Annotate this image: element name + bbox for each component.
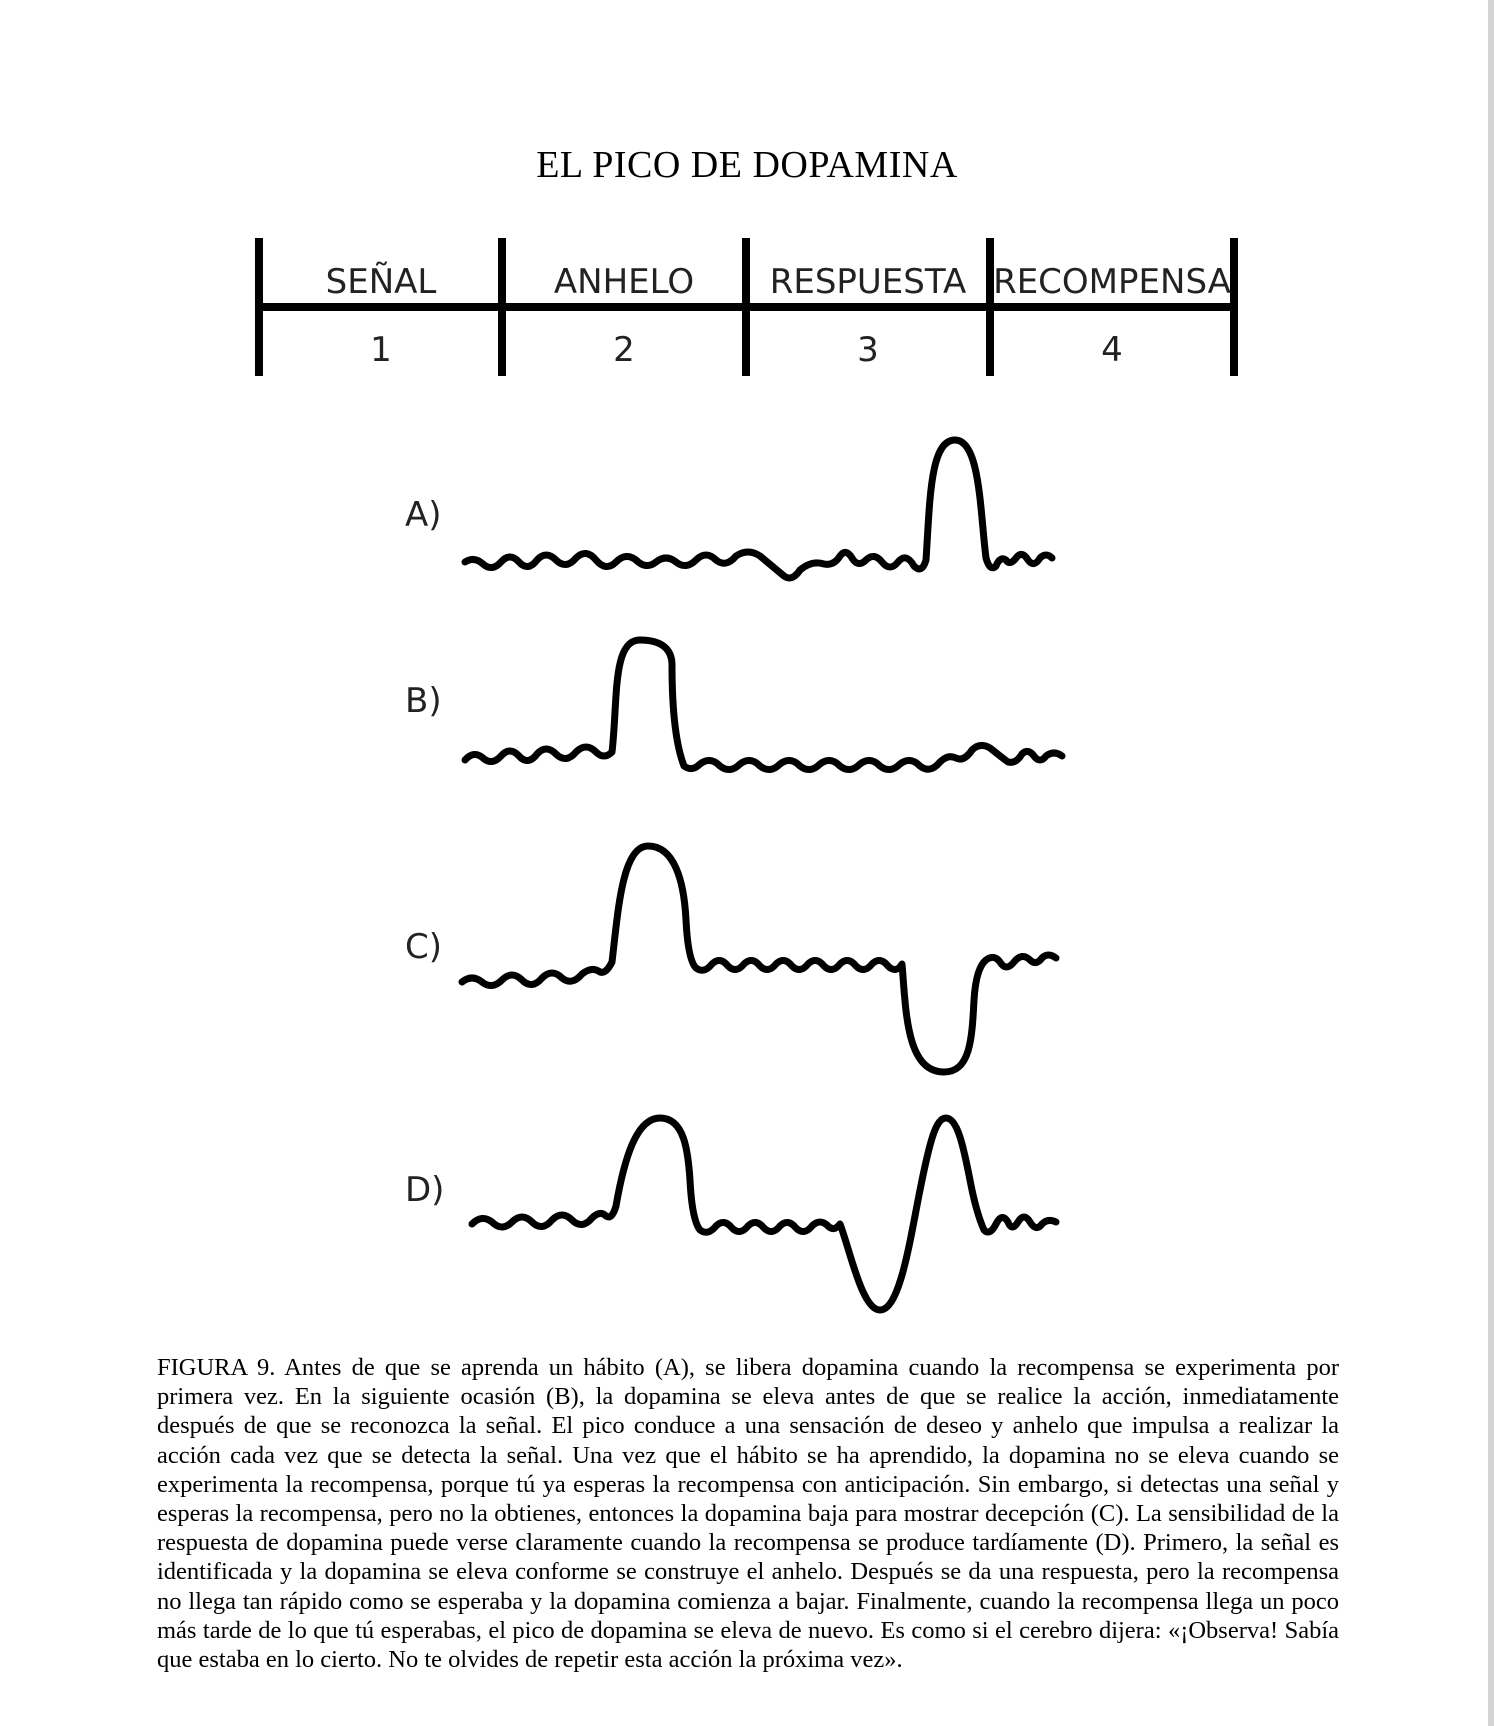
trace-d-waveform: [468, 1114, 1060, 1314]
stage-number-4: 4: [1101, 330, 1123, 370]
trace-a-waveform: [461, 436, 1056, 582]
trace-label-b: B): [405, 681, 442, 721]
trace-b-waveform: [461, 636, 1066, 773]
stage-name-respuesta: RESPUESTA: [770, 262, 967, 302]
stage-name-recompensa: RECOMPENSA: [993, 262, 1231, 302]
trace-c-waveform: [458, 842, 1060, 1076]
page-edge: [1488, 0, 1494, 1726]
stage-number-1: 1: [370, 330, 392, 370]
stage-timeline: [255, 238, 1238, 376]
stage-labels: SEÑAL ANHELO RESPUESTA RECOMPENSA 1 2 3 …: [326, 262, 1231, 370]
figure-title: EL PICO DE DOPAMINA: [536, 144, 958, 186]
stage-name-senal: SEÑAL: [326, 262, 437, 302]
trace-label-c: C): [405, 927, 442, 967]
figure-caption: FIGURA 9. Antes de que se aprenda un háb…: [157, 1354, 1339, 1674]
stage-number-2: 2: [613, 330, 635, 370]
stage-name-anhelo: ANHELO: [554, 262, 694, 302]
trace-label-a: A): [405, 495, 442, 535]
stage-number-3: 3: [857, 330, 879, 370]
trace-label-d: D): [405, 1170, 444, 1210]
